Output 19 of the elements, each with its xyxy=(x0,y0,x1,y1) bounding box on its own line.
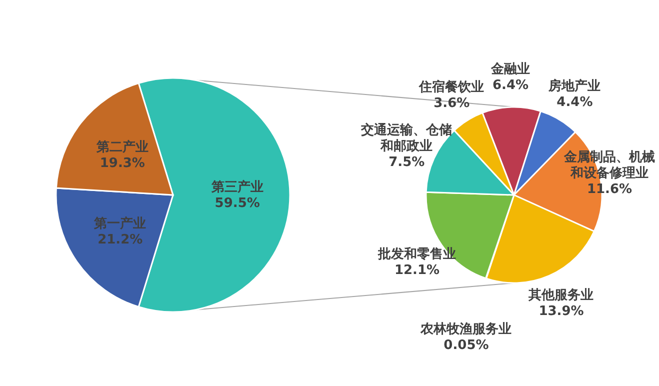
data-label: 19.3% xyxy=(100,156,145,172)
slice-label: 第三产业 xyxy=(210,179,264,195)
slice-label: 其他服务业 xyxy=(528,288,594,304)
data-label: 13.9% xyxy=(538,304,584,320)
slice-label: 房地产业 xyxy=(548,78,601,94)
slice-label: 住宿餐饮业 xyxy=(418,78,484,95)
slice-label: 交通运输、仓储和邮政业 xyxy=(360,122,452,154)
data-label: 4.4% xyxy=(556,94,593,110)
data-label: 12.1% xyxy=(394,263,440,278)
data-label: 21.2% xyxy=(98,232,143,248)
slice-label: 第二产业 xyxy=(95,139,148,156)
slice-label: 第一产业 xyxy=(93,216,146,232)
slice-label: 金融业 xyxy=(490,62,530,78)
data-label: 59.5% xyxy=(214,196,260,211)
data-label: 3.6% xyxy=(434,96,470,111)
slice-label: 农林牧渔服务业 xyxy=(420,322,512,338)
data-label: 7.5% xyxy=(388,154,425,170)
data-label: 0.05% xyxy=(444,338,489,354)
data-label: 6.4% xyxy=(492,78,529,94)
